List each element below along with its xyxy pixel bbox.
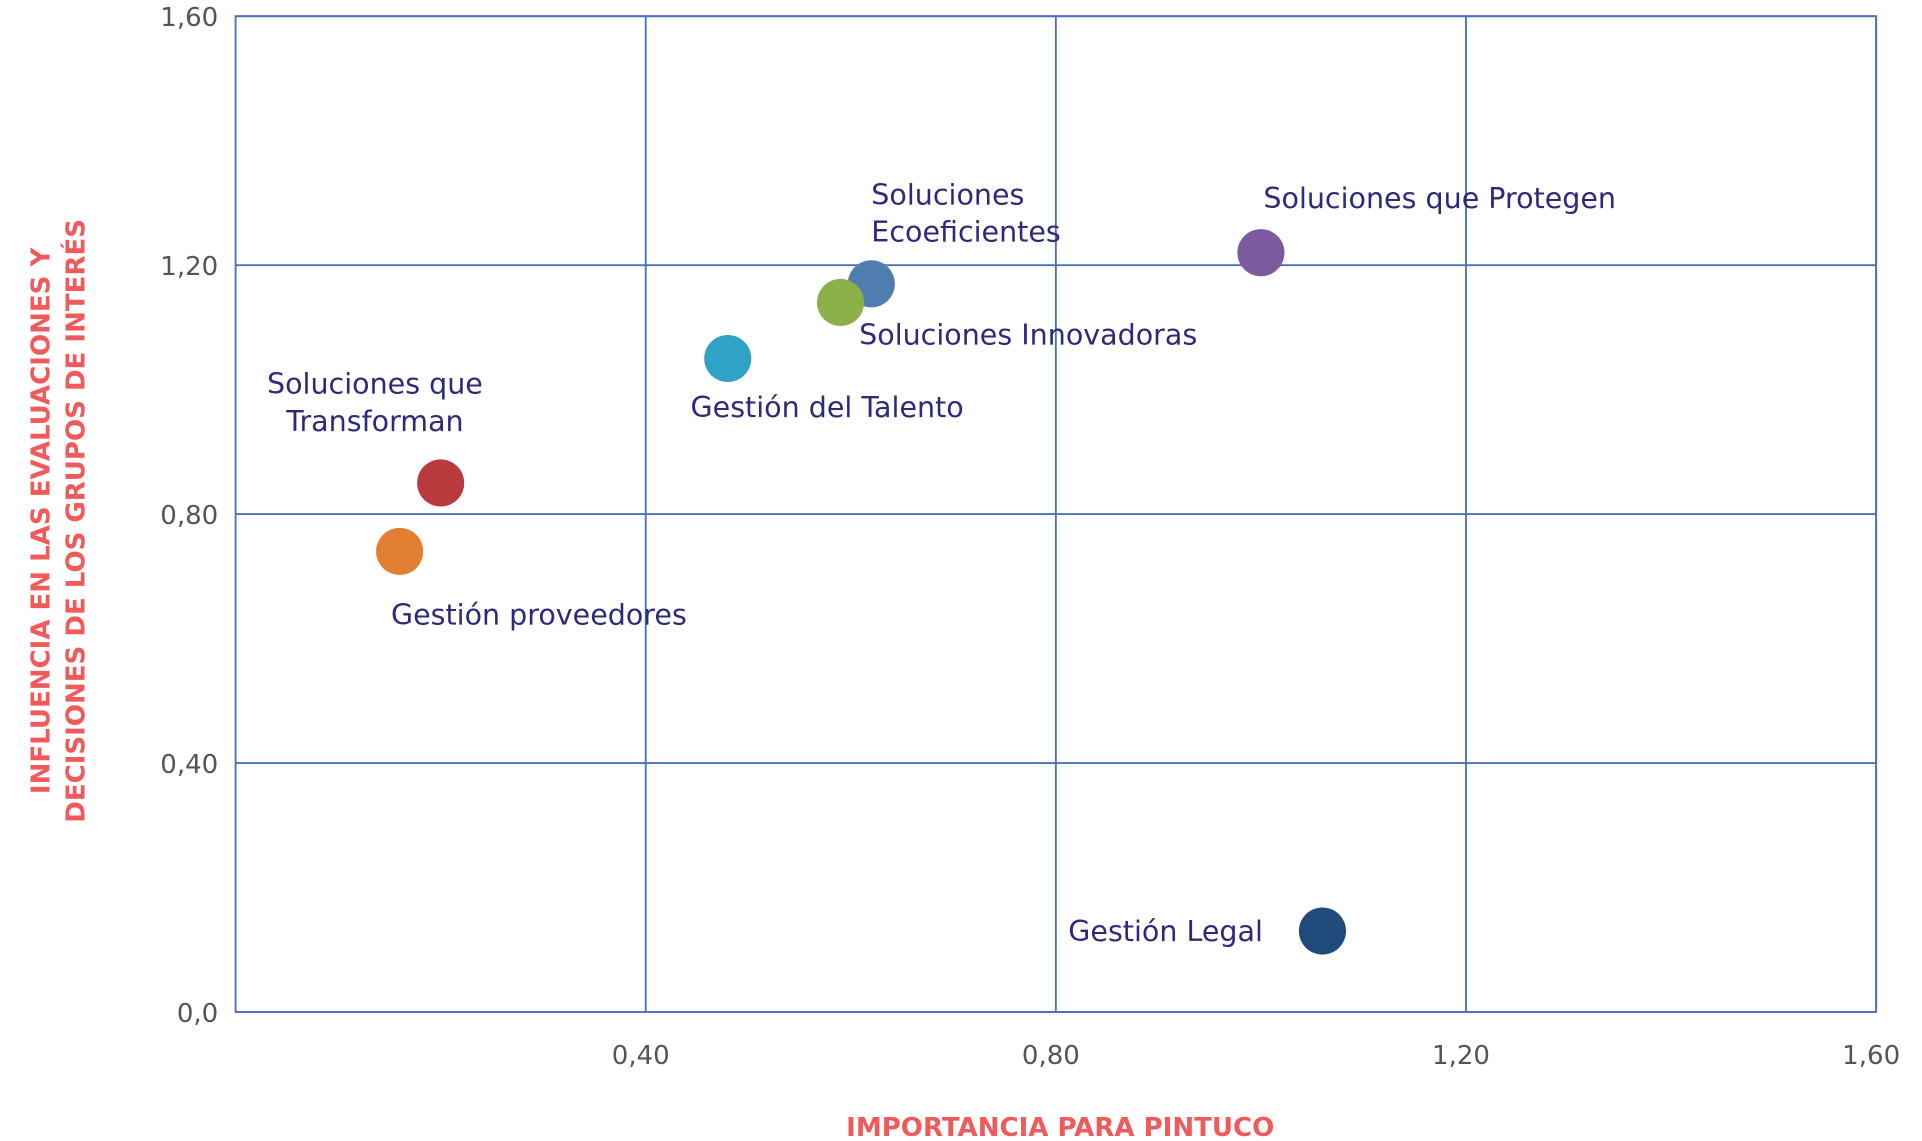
x-tick-label: 1,60	[1842, 1041, 1900, 1071]
y-tick-label: 0,0	[177, 999, 218, 1029]
point	[1298, 907, 1347, 955]
point-label: Ecoeficientes	[871, 216, 1060, 249]
point-label: Soluciones que Protegen	[1263, 182, 1616, 215]
point-label: Soluciones que	[267, 368, 483, 401]
y-tick-label: 1,60	[160, 3, 218, 33]
x-tick-label: 0,40	[612, 1041, 670, 1071]
point-label: Gestión proveedores	[391, 599, 687, 632]
point	[1237, 229, 1285, 277]
y-tick-label: 1,20	[160, 252, 218, 282]
point	[704, 334, 752, 383]
y-tick-label: 0,80	[160, 501, 218, 531]
point-label: Transforman	[285, 405, 463, 438]
y-tick-label: 0,40	[160, 750, 218, 780]
point	[417, 459, 465, 507]
y-axis-title: DECISIONES DE LOS GRUPOS DE INTERÉS	[59, 219, 91, 823]
x-axis-title: IMPORTANCIA PARA PINTUCO	[846, 1113, 1274, 1141]
x-tick-label: 1,20	[1432, 1041, 1490, 1071]
x-tick-label: 0,80	[1022, 1041, 1080, 1071]
y-axis-title: INFLUENCIA EN LAS EVALUACIONES Y	[27, 247, 57, 795]
point	[816, 278, 865, 327]
point-label: Soluciones Innovadoras	[859, 319, 1197, 352]
point-label: Gestión Legal	[1068, 915, 1263, 948]
point-label: Soluciones	[871, 178, 1024, 211]
point-label: Gestión del Talento	[691, 391, 964, 424]
point	[376, 527, 424, 575]
